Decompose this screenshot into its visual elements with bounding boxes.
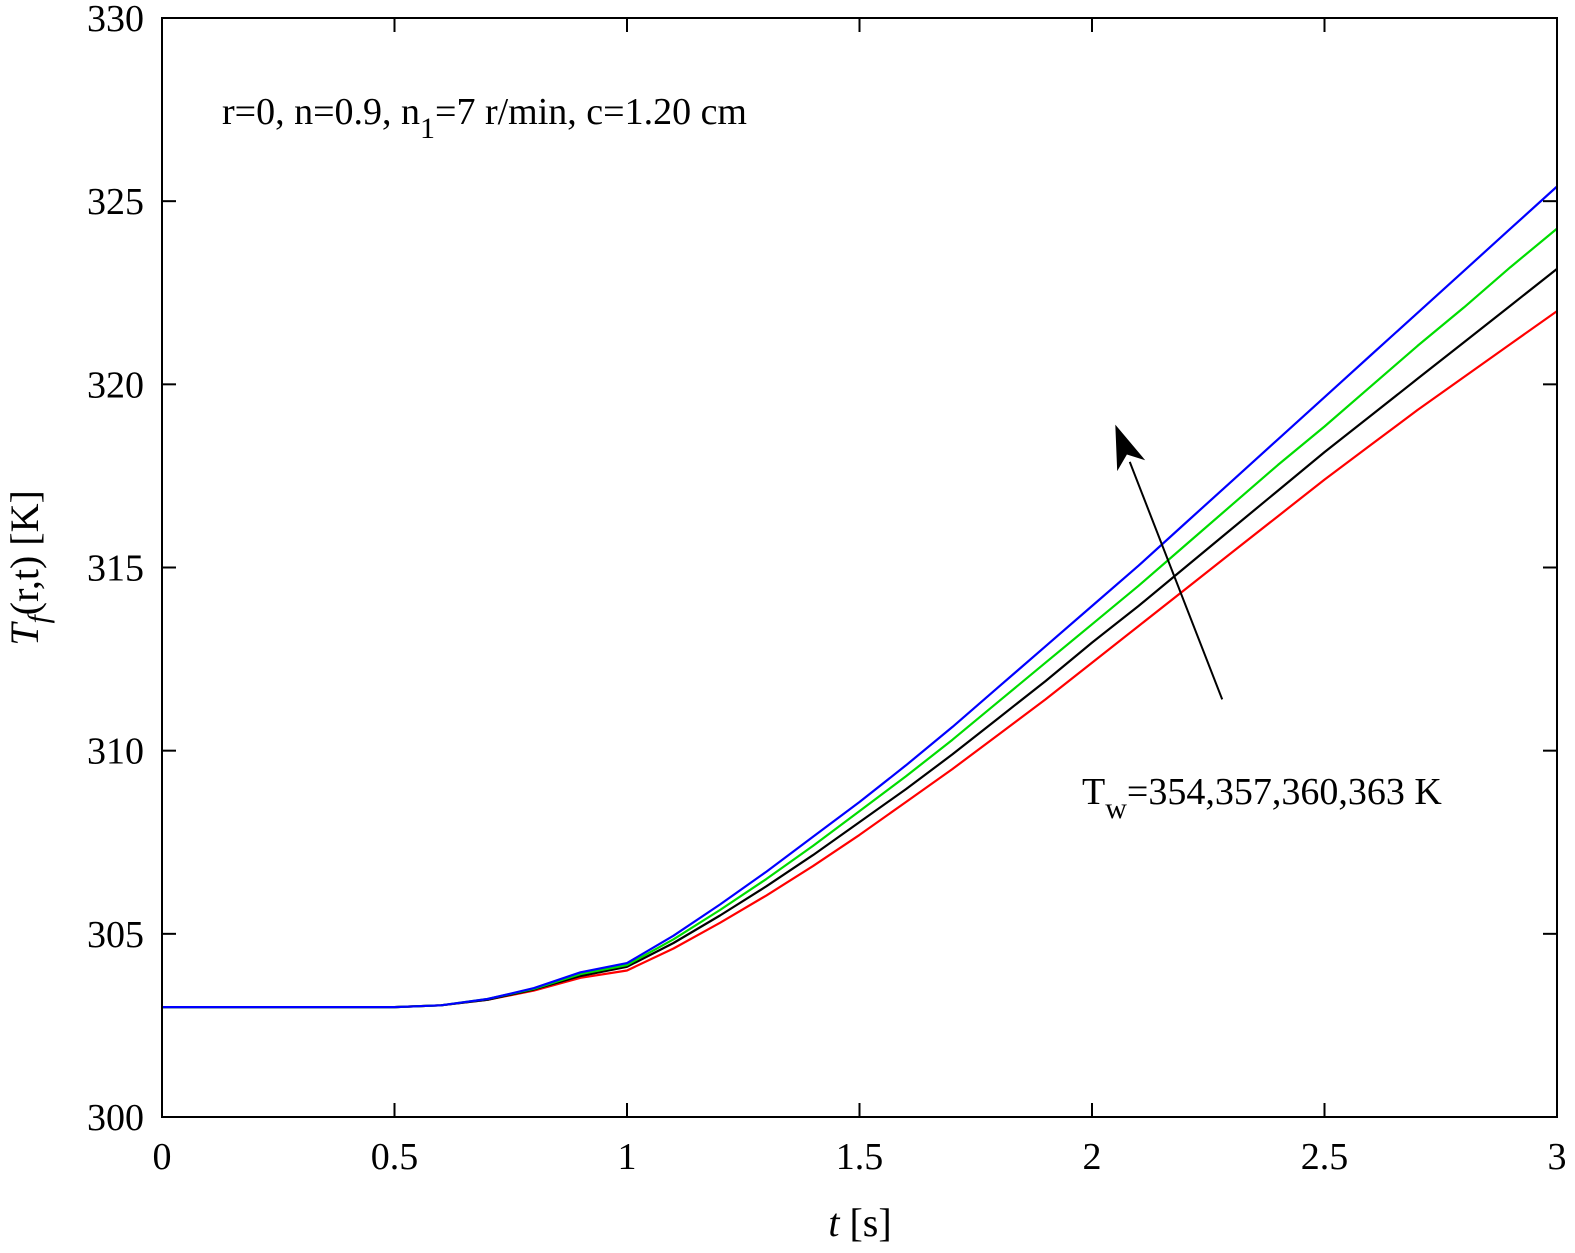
x-axis-label: t [s] bbox=[828, 1200, 891, 1245]
y-tick-label: 315 bbox=[87, 548, 144, 590]
y-tick-label: 305 bbox=[87, 914, 144, 956]
y-tick-label: 320 bbox=[87, 364, 144, 406]
y-tick-label: 310 bbox=[87, 731, 144, 773]
tw-main: T bbox=[1082, 771, 1105, 813]
x-tick-label: 1 bbox=[618, 1136, 637, 1178]
params-sub: 1 bbox=[420, 112, 435, 145]
y-tick-label: 325 bbox=[87, 181, 144, 223]
tw-sub: w bbox=[1105, 792, 1127, 825]
ticks-layer bbox=[161, 17, 1558, 1118]
x-tick-label: 3 bbox=[1548, 1136, 1567, 1178]
series-line-0 bbox=[162, 310, 1558, 1009]
params-part1: r=0, n=0.9, n bbox=[222, 91, 420, 133]
params-annotation: r=0, n=0.9, n1=7 r/min, c=1.20 cm bbox=[222, 91, 747, 145]
params-part2: =7 r/min, c=1.20 cm bbox=[435, 91, 747, 133]
y-tick-label: 300 bbox=[87, 1097, 144, 1139]
series-layer bbox=[162, 185, 1558, 1009]
x-axis-unit: [s] bbox=[849, 1200, 891, 1245]
x-tick-label: 0.5 bbox=[371, 1136, 419, 1178]
x-tick-label: 0 bbox=[153, 1136, 172, 1178]
series-line-3 bbox=[162, 185, 1558, 1009]
x-tick-label: 1.5 bbox=[836, 1136, 884, 1178]
tw-rest: =354,357,360,363 K bbox=[1127, 771, 1442, 813]
tw-annotation: Tw=354,357,360,363 K bbox=[1082, 771, 1442, 825]
x-tick-label: 2.5 bbox=[1301, 1136, 1349, 1178]
tick-labels-layer: 0 0.5 1 1.5 2 2.5 3 300 305 310 315 320 325 330 bbox=[87, 0, 1567, 1178]
y-axis-var: T bbox=[2, 621, 47, 646]
x-axis-var: t bbox=[828, 1200, 840, 1245]
arrow-shaft bbox=[1128, 461, 1224, 700]
y-axis-label: Tf(r,t) [K] bbox=[2, 490, 55, 646]
y-tick-label: 330 bbox=[87, 0, 144, 40]
arrow-head bbox=[1115, 424, 1146, 472]
y-axis-rest: (r,t) [K] bbox=[2, 490, 47, 615]
x-tick-label: 2 bbox=[1083, 1136, 1102, 1178]
